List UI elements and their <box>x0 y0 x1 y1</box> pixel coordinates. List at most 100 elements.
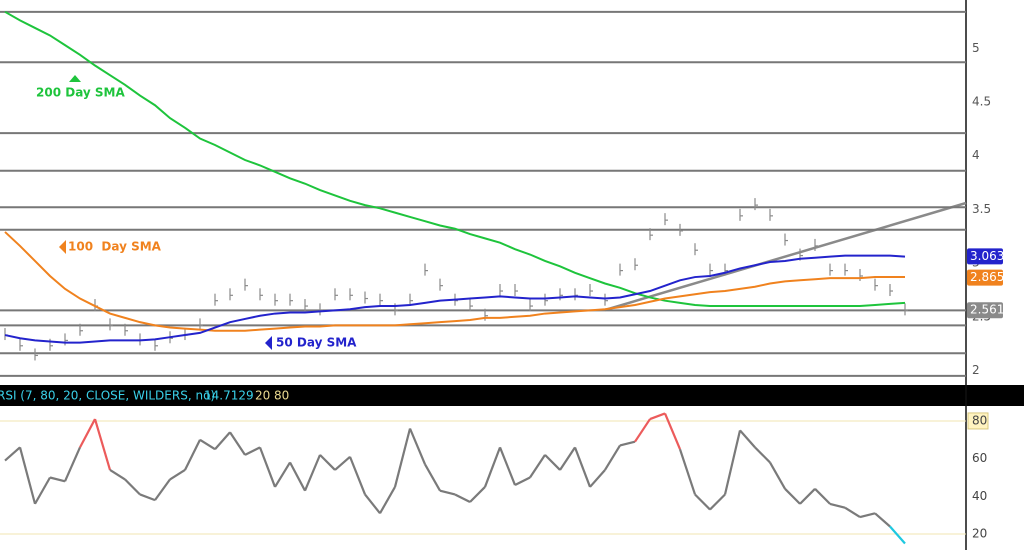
rsi-segment <box>408 428 427 465</box>
price-bar <box>754 198 758 211</box>
rsi-segment <box>258 446 277 488</box>
annotation-arrow <box>59 240 66 254</box>
price-bar <box>784 233 788 246</box>
price-bar <box>679 223 683 236</box>
rsi-segment <box>678 448 697 495</box>
rsi-segment <box>754 446 771 464</box>
rsi-segment <box>709 493 726 511</box>
price-bar <box>379 293 383 306</box>
price-bar <box>829 263 833 276</box>
price-bar <box>589 284 593 297</box>
rsi-last-value: 14.7129 <box>204 389 254 403</box>
rsi-segment <box>364 493 381 515</box>
y-tick-label: 60 <box>972 451 987 465</box>
rsi-segment <box>244 446 261 456</box>
price-bar <box>859 268 863 281</box>
rsi-header-bar <box>0 385 1024 406</box>
rsi-segment <box>859 512 876 519</box>
annotation-arrow <box>265 336 272 350</box>
price-bar <box>214 293 218 306</box>
annotation-arrow <box>69 75 81 82</box>
rsi-segment <box>589 469 606 488</box>
price-bar <box>94 299 98 312</box>
rsi-segment <box>799 488 816 505</box>
rsi-segment <box>439 489 456 496</box>
rsi-segment <box>274 461 291 488</box>
price-bar <box>529 299 533 312</box>
price-bar <box>349 288 353 301</box>
price-label: 2.865 <box>970 270 1004 284</box>
price-bar <box>604 293 608 306</box>
tick-highlight <box>967 412 989 430</box>
rsi-segment <box>49 476 66 483</box>
price-label-box <box>967 248 1003 265</box>
price-label: 3.063 <box>970 249 1004 263</box>
price-bar <box>634 258 638 271</box>
price-bar <box>499 284 503 297</box>
rsi-segment <box>784 488 801 505</box>
sma-annotation: 50 Day SMA <box>276 336 357 350</box>
price-bar <box>154 338 158 351</box>
rsi-segment <box>93 418 112 471</box>
price-bar <box>619 263 623 276</box>
price-bar <box>124 323 128 336</box>
price-bar <box>439 278 443 291</box>
y-tick-label: 3.5 <box>972 202 991 216</box>
rsi-segment <box>649 412 666 421</box>
y-tick-label: 4 <box>972 148 980 162</box>
sma-line <box>4 10 906 308</box>
rsi-segment <box>723 430 742 495</box>
rsi-segment <box>303 454 322 492</box>
price-label-box <box>967 269 1003 286</box>
rsi-title: RSI (7, 80, 20, CLOSE, WILDERS, no) <box>0 389 215 403</box>
rsi-segment <box>454 493 471 503</box>
rsi-segment <box>844 506 861 519</box>
price-bar <box>574 288 578 301</box>
rsi-segment <box>483 446 502 488</box>
rsi-segment <box>18 447 37 505</box>
price-bar <box>244 278 248 291</box>
price-bar <box>709 263 713 276</box>
rsi-segment <box>769 461 786 490</box>
rsi-segment <box>814 488 831 505</box>
rsi-segment <box>348 456 367 495</box>
y-tick-label: 2 <box>972 363 980 377</box>
rsi-segment <box>4 446 21 462</box>
rsi-segment <box>319 454 336 471</box>
price-bar <box>334 288 338 301</box>
price-bar <box>34 348 38 361</box>
rsi-segment <box>529 454 546 479</box>
price-bar <box>844 263 848 276</box>
price-bar <box>4 328 8 341</box>
rsi-segment <box>634 418 651 443</box>
price-bar <box>19 338 23 351</box>
price-bar <box>274 293 278 306</box>
rsi-segment <box>109 469 126 481</box>
price-bar <box>664 213 668 226</box>
rsi-segment <box>393 428 412 488</box>
price-bar <box>769 208 773 221</box>
rsi-segment <box>694 493 711 511</box>
sma-line <box>4 254 906 344</box>
price-bar <box>694 243 698 256</box>
price-label: 2.561 <box>970 303 1004 317</box>
price-bar <box>289 293 293 306</box>
price-bar <box>199 318 203 331</box>
y-tick-label: 20 <box>972 527 987 541</box>
rsi-segment <box>139 493 156 502</box>
rsi-segment <box>469 486 486 503</box>
rsi-segment <box>199 438 216 451</box>
price-label-box <box>967 302 1003 319</box>
y-tick-label: 5 <box>972 41 980 55</box>
rsi-segment <box>379 486 396 514</box>
rsi-oversold: 20 <box>255 389 270 403</box>
rsi-segment <box>334 455 351 471</box>
price-bar <box>814 238 818 251</box>
price-bar <box>559 288 563 301</box>
rsi-segment <box>154 478 171 501</box>
price-bar <box>739 208 743 221</box>
rsi-segment <box>619 440 636 447</box>
rsi-segment <box>559 446 576 471</box>
